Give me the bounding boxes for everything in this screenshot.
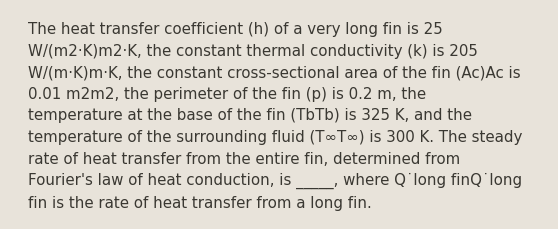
Text: The heat transfer coefficient (h) of a very long fin is 25
W/(m2·K)m2·K, the con: The heat transfer coefficient (h) of a v…: [28, 22, 522, 210]
